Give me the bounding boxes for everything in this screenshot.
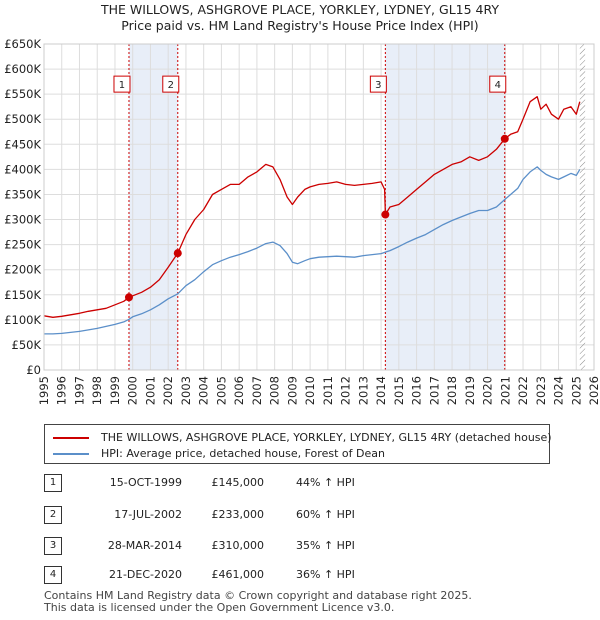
sale-marker-label: 4: [495, 80, 501, 91]
y-tick-label: £450K: [4, 137, 41, 151]
y-tick-label: £250K: [4, 238, 41, 252]
x-tick-label: 2003: [179, 376, 193, 405]
y-tick-label: £200K: [4, 263, 41, 277]
transaction-badge: 1: [44, 474, 62, 492]
y-tick-label: £300K: [4, 213, 41, 227]
y-tick-label: £150K: [4, 288, 41, 302]
footer-line-1: Contains HM Land Registry data © Crown c…: [44, 589, 472, 602]
sale-marker-box: [162, 75, 180, 93]
x-tick-label: 2010: [303, 376, 317, 405]
transaction-badge: 4: [44, 566, 62, 584]
legend-label-property: THE WILLOWS, ASHGROVE PLACE, YORKLEY, LY…: [101, 431, 552, 444]
x-tick-label: 1999: [108, 376, 122, 405]
transaction-hpi-change: 35% ↑ HPI: [296, 539, 355, 552]
sale-period-shade: [128, 44, 178, 370]
sale-marker-box: [489, 75, 507, 93]
future-hatch: [579, 44, 586, 370]
transaction-price: £461,000: [211, 568, 265, 581]
x-tick-label: 2006: [232, 376, 246, 405]
x-tick-label: 2025: [569, 376, 583, 405]
sale-marker-dot: [381, 210, 390, 219]
transaction-badge: 2: [44, 506, 62, 524]
transaction-price: £310,000: [211, 539, 265, 552]
x-tick-label: 2007: [250, 376, 264, 405]
y-tick-label: £650K: [4, 37, 41, 51]
x-tick-label: 2002: [161, 376, 175, 405]
transaction-badge: 3: [44, 537, 62, 555]
transaction-price: £145,000: [211, 476, 265, 489]
footer-line-2: This data is licensed under the Open Gov…: [44, 601, 395, 614]
transaction-date: 28-MAR-2014: [107, 539, 182, 552]
x-tick-label: 2021: [498, 376, 512, 405]
x-tick-label: 2024: [552, 376, 566, 405]
transaction-date: 15-OCT-1999: [109, 476, 182, 489]
sale-marker-label: 1: [119, 80, 125, 91]
footer: Contains HM Land Registry data © Crown c…: [44, 590, 472, 614]
sale-marker-label: 2: [168, 80, 174, 91]
x-tick-label: 2008: [268, 376, 282, 405]
x-tick-label: 1997: [72, 376, 86, 405]
y-tick-label: £0: [26, 363, 41, 377]
legend-swatch-hpi: [53, 453, 89, 455]
chart-title-line2: Price paid vs. HM Land Registry's House …: [121, 18, 479, 33]
transaction-hpi-change: 60% ↑ HPI: [296, 508, 355, 521]
y-tick-label: £600K: [4, 62, 41, 76]
sale-period-shade: [385, 44, 505, 370]
transaction-price: £233,000: [211, 508, 265, 521]
x-tick-label: 2004: [197, 376, 211, 405]
transaction-hpi-change: 44% ↑ HPI: [296, 476, 355, 489]
x-tick-label: 2001: [143, 376, 157, 405]
x-tick-label: 2019: [463, 376, 477, 405]
x-tick-label: 2005: [214, 376, 228, 405]
x-tick-label: 2026: [587, 376, 600, 405]
chart-title-line1: THE WILLOWS, ASHGROVE PLACE, YORKLEY, LY…: [100, 2, 500, 17]
sale-marker-dot: [124, 293, 133, 302]
y-tick-label: £350K: [4, 187, 41, 201]
x-tick-label: 2000: [126, 376, 140, 405]
x-tick-label: 2023: [534, 376, 548, 405]
sale-marker-box: [369, 75, 387, 93]
x-tick-label: 2012: [339, 376, 353, 405]
hpi-line: [44, 166, 581, 335]
sale-marker-label: 3: [375, 80, 381, 91]
y-tick-label: £500K: [4, 112, 41, 126]
sale-marker-dot: [500, 134, 509, 143]
property-price-line: [43, 96, 581, 318]
plot-border: [43, 43, 595, 371]
transaction-date: 17-JUL-2002: [114, 508, 182, 521]
x-tick-label: 2016: [410, 376, 424, 405]
transaction-hpi-change: 36% ↑ HPI: [296, 568, 355, 581]
price-chart: 1 2 3 4 £0 £50K £100K £150K £200K £250K £300K £350…: [4, 37, 600, 405]
transaction-date: 21-DEC-2020: [108, 568, 182, 581]
legend-swatch-property: [53, 437, 89, 439]
x-tick-label: 2020: [481, 376, 495, 405]
x-tick-label: 1996: [55, 376, 69, 405]
y-tick-label: £550K: [4, 87, 41, 101]
legend-label-hpi: HPI: Average price, detached house, Fore…: [101, 447, 385, 460]
x-tick-label: 2009: [285, 376, 299, 405]
x-tick-label: 2011: [321, 376, 335, 405]
sale-marker-box: [113, 75, 131, 93]
x-tick-label: 2014: [374, 376, 388, 405]
x-tick-label: 2015: [392, 376, 406, 405]
x-tick-label: 2013: [356, 376, 370, 405]
x-tick-label: 1995: [37, 376, 51, 405]
x-tick-label: 2022: [516, 376, 530, 405]
y-tick-label: £50K: [12, 338, 42, 352]
x-tick-label: 1998: [90, 376, 104, 405]
legend: THE WILLOWS, ASHGROVE PLACE, YORKLEY, LY…: [44, 424, 552, 464]
y-tick-label: £400K: [4, 162, 41, 176]
y-tick-label: £100K: [4, 313, 41, 327]
sale-marker-dot: [173, 249, 182, 258]
x-tick-label: 2017: [427, 376, 441, 405]
x-tick-label: 2018: [445, 376, 459, 405]
